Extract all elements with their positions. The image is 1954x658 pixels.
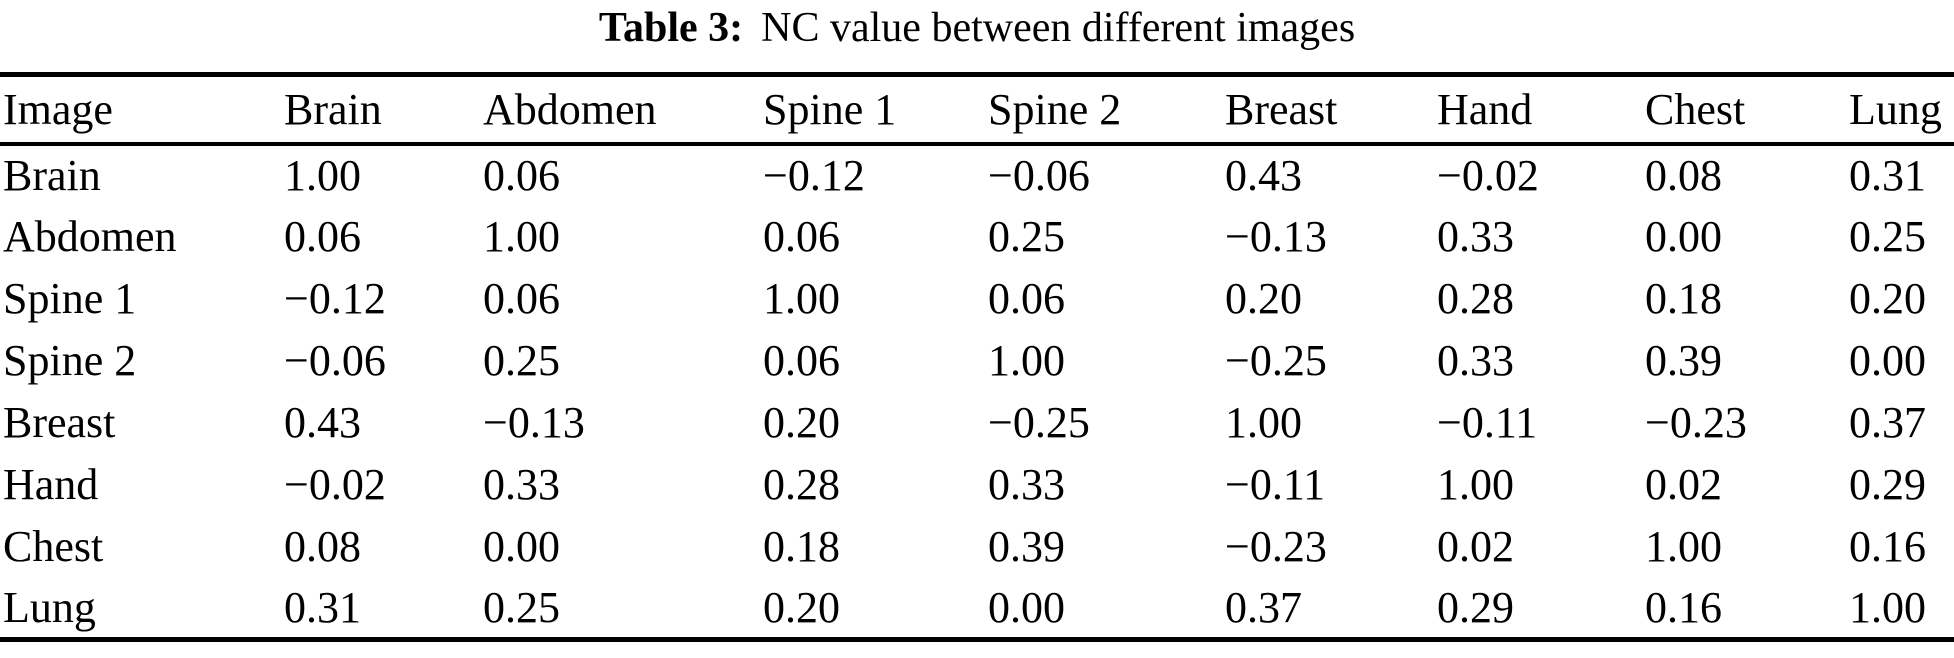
row-label: Spine 2	[3, 336, 137, 385]
table-cell: 0.37	[1225, 582, 1302, 632]
table-cell: 0.00	[988, 582, 1065, 632]
table-cell: 0.00	[1645, 212, 1722, 261]
table-row: Brain 1.00 0.06 −0.12 −0.06 0.43 −0.02 0.08 0.31	[0, 144, 1954, 206]
column-header-lung: Lung	[1849, 84, 1942, 134]
table-cell: 0.06	[284, 212, 361, 261]
table-cell: 1.00	[763, 274, 840, 323]
table-cell: −0.25	[1225, 336, 1327, 385]
table-cell: 0.29	[1849, 460, 1926, 509]
table-cell: 0.28	[1437, 274, 1514, 323]
table-cell: 0.18	[1645, 274, 1722, 323]
table-cell: 0.39	[1645, 336, 1722, 385]
column-header-spine-2: Spine 2	[988, 84, 1122, 134]
row-label: Brain	[3, 151, 101, 200]
table-cell: 0.16	[1645, 582, 1722, 632]
table-row: Spine 1 −0.12 0.06 1.00 0.06 0.20 0.28 0.18 0.20	[0, 268, 1954, 330]
table-cell: 0.25	[1849, 212, 1926, 261]
table-cell: 0.39	[988, 522, 1065, 571]
table-cell: 0.25	[483, 336, 560, 385]
column-header-abdomen: Abdomen	[483, 84, 657, 134]
table-cell: −0.25	[988, 398, 1090, 447]
table-row: Chest 0.08 0.00 0.18 0.39 −0.23 0.02 1.00 0.16	[0, 516, 1954, 578]
table-cell: −0.02	[284, 460, 386, 509]
table-cell: −0.13	[483, 398, 585, 447]
column-header-image: Image	[3, 84, 113, 134]
table-body: Brain 1.00 0.06 −0.12 −0.06 0.43 −0.02 0.08 0.31…	[0, 144, 1954, 640]
table-cell: −0.11	[1225, 460, 1326, 509]
table-cell: 0.28	[763, 460, 840, 509]
row-label: Spine 1	[3, 274, 137, 323]
table-cell: 0.43	[284, 398, 361, 447]
row-label: Hand	[3, 460, 99, 509]
table-cell: −0.11	[1437, 398, 1538, 447]
table-cell: 0.33	[1437, 212, 1514, 261]
table-cell: −0.13	[1225, 212, 1327, 261]
table-cell: 0.25	[483, 582, 560, 632]
table-row: Abdomen 0.06 1.00 0.06 0.25 −0.13 0.33 0.00 0.25	[0, 206, 1954, 268]
table-cell: −0.02	[1437, 151, 1539, 200]
column-header-spine-1: Spine 1	[763, 84, 897, 134]
table-cell: 0.37	[1849, 398, 1926, 447]
table-cell: 0.06	[483, 151, 560, 200]
table-cell: 0.06	[483, 274, 560, 323]
table-cell: 0.31	[284, 582, 361, 632]
table-cell: 0.25	[988, 212, 1065, 261]
row-label: Lung	[3, 582, 96, 632]
table-cell: 1.00	[1437, 460, 1514, 509]
table-cell: 0.06	[988, 274, 1065, 323]
column-header-breast: Breast	[1225, 84, 1338, 134]
table-cell: 0.33	[988, 460, 1065, 509]
row-label: Abdomen	[3, 212, 177, 261]
table-cell: 0.31	[1849, 151, 1926, 200]
table-row: Lung 0.31 0.25 0.20 0.00 0.37 0.29 0.16 1.00	[0, 578, 1954, 640]
table-cell: 0.43	[1225, 151, 1302, 200]
table-cell: 0.29	[1437, 582, 1514, 632]
table-cell: 0.16	[1849, 522, 1926, 571]
table-cell: 0.06	[763, 336, 840, 385]
table-cell: 0.08	[284, 522, 361, 571]
table-cell: 1.00	[1849, 582, 1926, 632]
table-caption-label: Table 3:	[598, 5, 744, 51]
table-cell: −0.06	[284, 336, 386, 385]
table-cell: 0.06	[763, 212, 840, 261]
table-row: Spine 2 −0.06 0.25 0.06 1.00 −0.25 0.33 0.39 0.0…	[0, 330, 1954, 392]
row-label: Breast	[3, 398, 116, 447]
table-cell: 0.18	[763, 522, 840, 571]
table-caption: Table 3: NC value between different image…	[0, 0, 1954, 52]
table-cell: 0.20	[763, 582, 840, 632]
table-caption-text: NC value between different images	[761, 5, 1356, 51]
table-cell: 0.33	[483, 460, 560, 509]
table-cell: 1.00	[1645, 522, 1722, 571]
table-row: Breast 0.43 −0.13 0.20 −0.25 1.00 −0.11 −0.23 0.…	[0, 392, 1954, 454]
table-cell: 1.00	[1225, 398, 1302, 447]
table-cell: 0.02	[1645, 460, 1722, 509]
table-cell: −0.23	[1645, 398, 1747, 447]
column-header-hand: Hand	[1437, 84, 1533, 134]
table-row: Hand −0.02 0.33 0.28 0.33 −0.11 1.00 0.02 0.29	[0, 454, 1954, 516]
table-cell: −0.12	[763, 151, 865, 200]
table-header-row: Image Brain Abdomen Spine 1 Spine 2 Brea…	[0, 75, 1954, 144]
column-header-brain: Brain	[284, 84, 382, 134]
column-header-chest: Chest	[1645, 84, 1746, 134]
table-cell: 0.20	[1225, 274, 1302, 323]
table-cell: 1.00	[284, 151, 361, 200]
row-label: Chest	[3, 522, 104, 571]
table-cell: 0.00	[1849, 336, 1926, 385]
table-cell: 0.20	[1849, 274, 1926, 323]
table-cell: −0.12	[284, 274, 386, 323]
table-cell: 1.00	[988, 336, 1065, 385]
table-cell: 0.00	[483, 522, 560, 571]
table-cell: 0.20	[763, 398, 840, 447]
table-cell: 0.02	[1437, 522, 1514, 571]
table-cell: 0.08	[1645, 151, 1722, 200]
table-cell: −0.23	[1225, 522, 1327, 571]
nc-value-table: Image Brain Abdomen Spine 1 Spine 2 Brea…	[0, 72, 1954, 642]
table-cell: −0.06	[988, 151, 1090, 200]
table-cell: 1.00	[483, 212, 560, 261]
table-cell: 0.33	[1437, 336, 1514, 385]
